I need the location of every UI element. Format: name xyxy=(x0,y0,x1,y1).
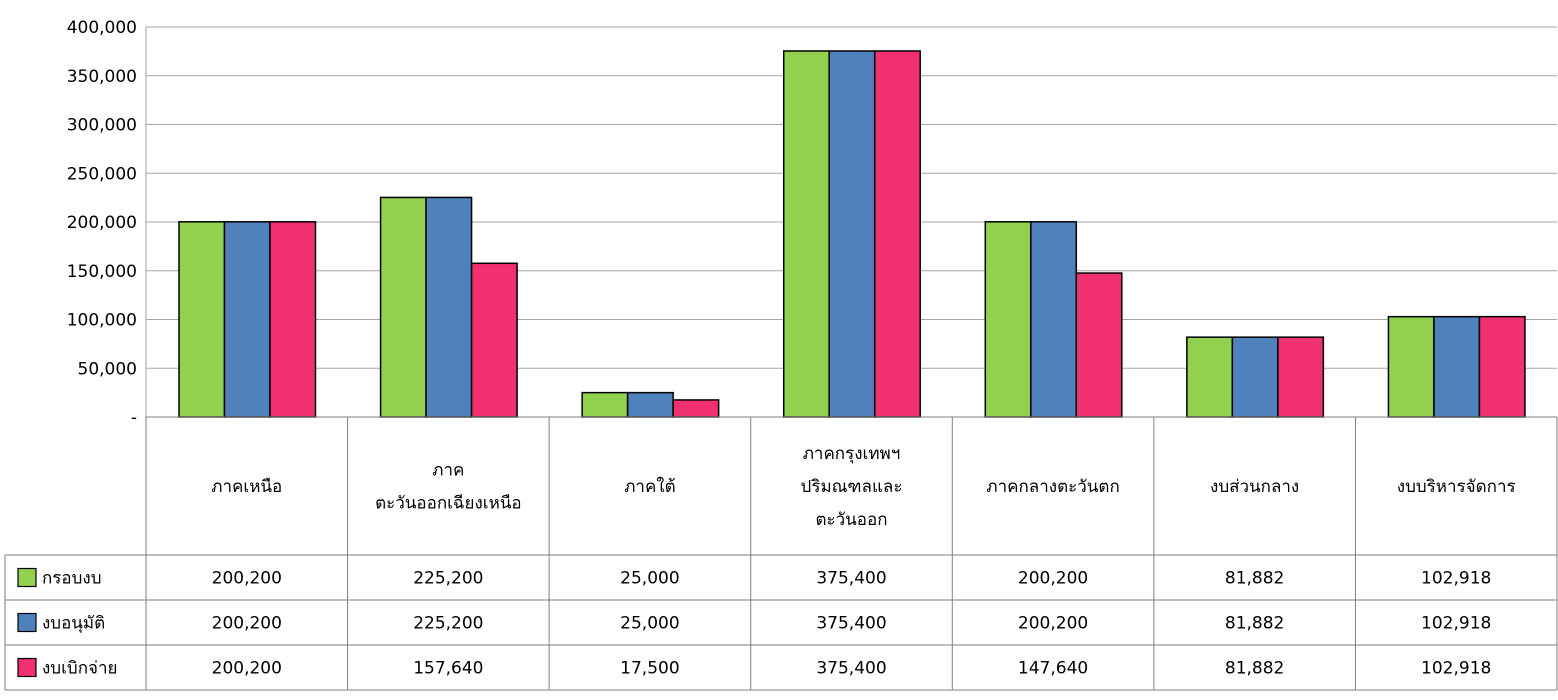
table-cell-value: 225,200 xyxy=(413,614,483,634)
bar xyxy=(984,221,1032,418)
bar xyxy=(1030,221,1078,418)
table-cell-value: 102,918 xyxy=(1421,659,1491,679)
bar xyxy=(1478,315,1526,418)
category-label: ตะวันออกเฉียงเหนือ xyxy=(375,494,522,514)
bar xyxy=(581,391,629,418)
table-cell-value: 375,400 xyxy=(816,614,886,634)
category-label: ภาคกรุงเทพฯ xyxy=(803,444,901,464)
table-cell-value: 25,000 xyxy=(620,569,679,589)
y-tick-label: 300,000 xyxy=(67,116,137,136)
legend-label: งบเบิกจ่าย xyxy=(42,659,117,679)
table-cell-value: 375,400 xyxy=(816,659,886,679)
bar xyxy=(672,399,720,418)
table-cell-value: 200,200 xyxy=(212,569,282,589)
category-label: ภาคเหนือ xyxy=(211,477,282,497)
bar xyxy=(626,391,674,418)
y-axis-ticks: - 50,000 100,000 150,000 200,000 250,000 300,0… xyxy=(67,18,137,428)
bar xyxy=(828,50,876,418)
table-cell-value: 81,882 xyxy=(1225,659,1284,679)
category-label: ตะวันออก xyxy=(815,510,887,530)
legend-swatch xyxy=(17,612,37,633)
y-tick-label: - xyxy=(131,408,137,428)
bar xyxy=(1277,336,1325,418)
table-cell-value: 102,918 xyxy=(1421,614,1491,634)
category-label: ภาคกลางตะวันตก xyxy=(986,477,1119,497)
legend-label: งบอนุมัติ xyxy=(42,614,105,634)
bar xyxy=(269,221,317,418)
bars xyxy=(178,50,1526,418)
y-tick-label: 150,000 xyxy=(67,262,137,282)
legend-swatch xyxy=(17,567,37,588)
table-cell-value: 81,882 xyxy=(1225,569,1284,589)
bar xyxy=(178,221,226,418)
table-cell-value: 200,200 xyxy=(212,614,282,634)
bar xyxy=(1231,336,1279,418)
bar xyxy=(1433,315,1481,418)
table-cell-value: 81,882 xyxy=(1225,614,1284,634)
bar xyxy=(425,196,473,418)
y-tick-label: 50,000 xyxy=(78,359,137,379)
table-cell-value: 147,640 xyxy=(1018,659,1088,679)
y-tick-label: 250,000 xyxy=(67,164,137,184)
category-label: งบส่วนกลาง xyxy=(1210,477,1299,497)
category-label: ภาคใต้ xyxy=(624,476,675,497)
bar xyxy=(782,50,830,418)
y-tick-label: 100,000 xyxy=(67,311,137,331)
table-cell-value: 225,200 xyxy=(413,569,483,589)
table-cell-value: 157,640 xyxy=(413,659,483,679)
bar xyxy=(1075,272,1123,418)
y-tick-label: 350,000 xyxy=(67,67,137,87)
bar xyxy=(1387,315,1435,418)
legend-label: กรอบงบ xyxy=(42,569,102,589)
bar xyxy=(1186,336,1234,418)
table-cell-value: 17,500 xyxy=(620,659,679,679)
table-cell-value: 102,918 xyxy=(1421,569,1491,589)
category-label: ภาค xyxy=(432,461,464,481)
y-tick-label: 400,000 xyxy=(67,18,137,38)
table-cell-value: 200,200 xyxy=(1018,569,1088,589)
bar xyxy=(873,50,921,418)
bar xyxy=(470,262,518,418)
bar xyxy=(223,221,271,418)
y-tick-label: 200,000 xyxy=(67,213,137,233)
category-label: งบบริหารจัดการ xyxy=(1397,477,1516,497)
category-label: ปริมณฑลและ xyxy=(801,477,903,497)
table-cell-value: 200,200 xyxy=(212,659,282,679)
legend-swatch xyxy=(17,657,37,678)
bar xyxy=(379,196,427,418)
table-cell-value: 375,400 xyxy=(816,569,886,589)
table-cell-value: 25,000 xyxy=(620,614,679,634)
table-cell-value: 200,200 xyxy=(1018,614,1088,634)
